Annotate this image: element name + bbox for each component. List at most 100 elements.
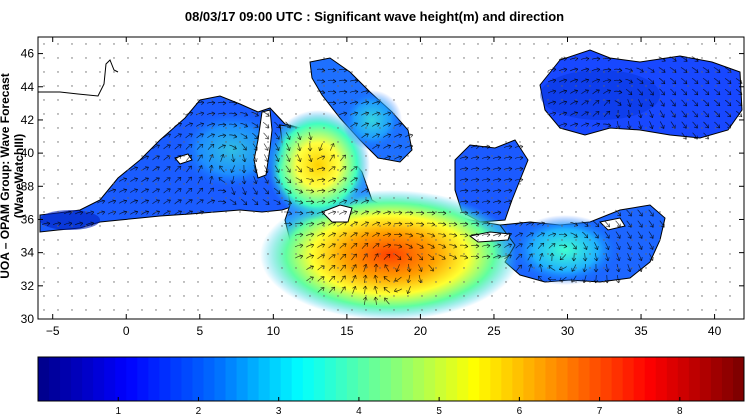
- island-cyprus: [598, 217, 626, 231]
- colorbar-cell: [247, 357, 260, 401]
- colorbar-cell: [126, 357, 138, 401]
- colorbar-tick-label: 4: [356, 406, 362, 417]
- y-tick-label: 42: [21, 113, 35, 127]
- x-tick-label: 15: [340, 324, 354, 338]
- x-tick-label: 20: [414, 324, 428, 338]
- colorbar-cell: [313, 357, 326, 401]
- x-tick-label: 25: [487, 324, 501, 338]
- colorbar-cell: [556, 357, 568, 401]
- plot-frame: [37, 36, 745, 320]
- colorbar-cell: [611, 357, 624, 401]
- colorbar-cell: [170, 357, 182, 401]
- y-tick-label: 44: [21, 80, 35, 94]
- colorbar-cell: [567, 357, 580, 401]
- colorbar-cell: [391, 357, 403, 401]
- colorbar-cell: [335, 357, 348, 401]
- colorbar-cell: [324, 357, 337, 401]
- colorbar-cell: [479, 357, 491, 401]
- colorbar-cell: [534, 357, 546, 401]
- colorbar-cell: [677, 357, 690, 401]
- colorbar-cell: [225, 357, 238, 401]
- colorbar-cell: [258, 357, 271, 401]
- colorbar-cell: [622, 357, 635, 401]
- colorbar-tick-label: 6: [517, 406, 523, 417]
- colorbar-cell: [600, 357, 613, 401]
- x-tick-label: 5: [196, 324, 203, 338]
- y-tick-label: 34: [21, 246, 35, 260]
- colorbar-cell: [368, 357, 381, 401]
- y-tick-label: 36: [21, 212, 35, 226]
- colorbar-cell: [148, 357, 160, 401]
- colorbar-ticks: 1 2 3 4 5 6 7 8: [115, 397, 683, 417]
- colorbar-cell: [181, 357, 193, 401]
- y-axis: 30 32 34 36 38 40 42 44 46: [21, 47, 744, 326]
- colorbar-tick-label: 7: [597, 406, 603, 417]
- colorbar-cell: [49, 357, 61, 401]
- colorbar-cell: [60, 357, 72, 401]
- x-tick-label: 30: [561, 324, 575, 338]
- colorbar-cell: [435, 357, 447, 401]
- colorbar-cell: [357, 357, 370, 401]
- colorbar-cells: [38, 357, 745, 401]
- y-tick-label: 30: [21, 312, 35, 326]
- x-tick-label: −5: [46, 324, 60, 338]
- colorbar-cell: [379, 357, 392, 401]
- colorbar-cell: [402, 357, 414, 401]
- colorbar-tick-label: 3: [276, 406, 282, 417]
- colorbar-cell: [159, 357, 171, 401]
- colorbar-cell: [644, 357, 657, 401]
- colorbar-cell: [710, 357, 723, 401]
- x-tick-label: 35: [634, 324, 648, 338]
- colorbar-tick-label: 2: [196, 406, 202, 417]
- colorbar-cell: [501, 357, 513, 401]
- colorbar-cell: [93, 357, 105, 401]
- colorbar-cell: [203, 357, 215, 401]
- colorbar-cell: [699, 357, 712, 401]
- wave-direction-arrows: [41, 56, 743, 306]
- colorbar-frame: [37, 356, 745, 402]
- island-balearic: [174, 153, 193, 165]
- colorbar-tick-label: 5: [436, 406, 442, 417]
- colorbar-cell: [666, 357, 679, 401]
- colorbar-cell: [82, 357, 94, 401]
- colorbar-cell: [732, 357, 745, 401]
- colorbar-cell: [655, 357, 668, 401]
- colorbar-cell: [302, 357, 315, 401]
- colorbar-cell: [104, 357, 116, 401]
- map-title: 08/03/17 09:00 UTC : Significant wave he…: [184, 9, 565, 24]
- colorbar-cell: [424, 357, 436, 401]
- colorbar-cell: [137, 357, 149, 401]
- x-tick-label: 10: [267, 324, 281, 338]
- x-tick-label: 40: [708, 324, 722, 338]
- y-tick-label: 40: [21, 146, 35, 160]
- colorbar-cell: [633, 357, 646, 401]
- y-tick-label: 32: [21, 279, 35, 293]
- colorbar-cell: [71, 357, 83, 401]
- colorbar-cell: [115, 357, 127, 401]
- colorbar-tick-label: 1: [115, 406, 121, 417]
- colorbar-cell: [721, 357, 734, 401]
- colorbar-cell: [578, 357, 591, 401]
- colorbar-cell: [490, 357, 502, 401]
- colorbar-cell: [523, 357, 535, 401]
- grid-dots: [43, 43, 731, 311]
- island-sicily: [321, 204, 353, 223]
- island-crete: [468, 231, 511, 243]
- colorbar-cell: [457, 357, 469, 401]
- colorbar-cell: [512, 357, 524, 401]
- x-axis: −5 0 5 10 15 20 25 30 35 40: [46, 37, 722, 338]
- colorbar-tick-label: 8: [677, 406, 683, 417]
- colorbar-cell: [545, 357, 557, 401]
- colorbar-cell: [413, 357, 425, 401]
- colorbar-cell: [589, 357, 602, 401]
- x-tick-label: 0: [123, 324, 130, 338]
- colorbar-cell: [236, 357, 249, 401]
- colorbar-cell: [280, 357, 293, 401]
- colorbar-cell: [192, 357, 204, 401]
- colorbar-cell: [468, 357, 480, 401]
- y-tick-label: 46: [21, 47, 35, 61]
- colorbar-cell: [214, 357, 227, 401]
- colorbar-cell: [38, 357, 50, 401]
